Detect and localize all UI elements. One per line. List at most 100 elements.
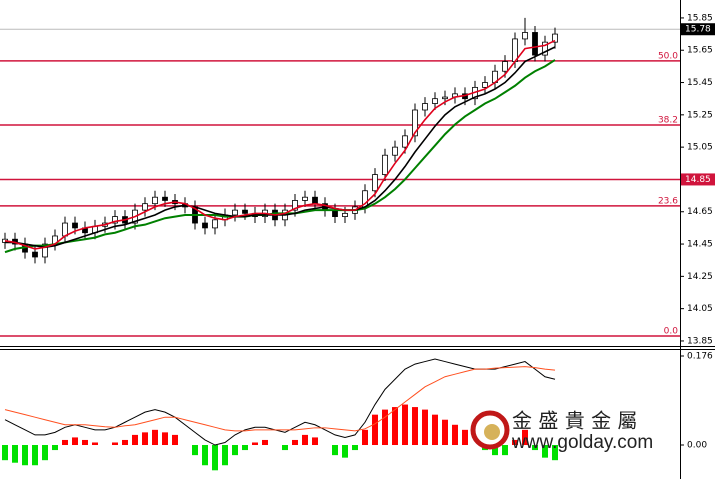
y-tick-label: 15.05 <box>687 143 713 153</box>
moving-average <box>4 39 556 250</box>
candle-body <box>152 196 158 205</box>
histogram-bar <box>262 439 268 446</box>
candle-body <box>482 82 488 88</box>
histogram-bar <box>232 445 238 456</box>
histogram-bar <box>542 445 548 458</box>
price-box-label: 14.85 <box>685 175 711 185</box>
histogram-bar <box>352 445 358 451</box>
candle-body <box>242 209 248 214</box>
histogram-bar <box>442 419 448 446</box>
histogram-bar <box>412 407 418 446</box>
candle-body <box>342 212 348 217</box>
macd-line <box>4 366 556 432</box>
histogram-bar <box>202 445 208 466</box>
candle-body <box>112 216 118 224</box>
candle-body <box>382 154 388 175</box>
candle-body <box>392 146 398 156</box>
candle-body <box>552 33 558 43</box>
candle-body <box>72 222 78 229</box>
candle-body <box>302 196 308 201</box>
candle-body <box>442 96 448 100</box>
candle-body <box>212 219 218 229</box>
histogram-bar <box>532 445 538 451</box>
candle-body <box>502 61 508 72</box>
histogram-bar <box>172 434 178 446</box>
histogram-bar <box>462 429 468 446</box>
histogram-bar <box>282 445 288 451</box>
candle-body <box>432 98 438 104</box>
histogram-bar <box>122 439 128 446</box>
histogram-bar <box>142 432 148 446</box>
watermark: 金 盛 貴 金 屬 www.golday.com <box>470 409 653 453</box>
histogram-bar <box>132 434 138 446</box>
candle-body <box>232 209 238 216</box>
histogram-bar <box>402 404 408 446</box>
histogram-bar <box>552 445 558 461</box>
candle-body <box>542 41 548 56</box>
candle-body <box>62 222 68 237</box>
candle-body <box>142 203 148 211</box>
url: www.golday.com <box>511 432 653 453</box>
histogram-bar <box>222 445 228 466</box>
histogram-bar <box>452 424 458 446</box>
histogram-bar <box>152 429 158 446</box>
histogram-bar <box>302 434 308 446</box>
histogram-bar <box>502 445 508 456</box>
y2-tick-label: 0.00 <box>687 441 707 451</box>
histogram-bar <box>362 429 368 446</box>
histogram-bar <box>422 409 428 446</box>
histogram-bar <box>192 445 198 456</box>
candle-body <box>292 200 298 211</box>
y-tick-label: 14.65 <box>687 207 713 217</box>
y-tick-label: 15.25 <box>687 110 713 120</box>
histogram-bar <box>522 429 528 446</box>
histogram-bar <box>332 445 338 456</box>
candle-body <box>162 196 168 201</box>
histogram-bar <box>242 445 248 451</box>
macd-line <box>4 358 556 446</box>
last-price-box <box>681 23 715 36</box>
candle-body <box>402 135 408 148</box>
histogram-bar <box>342 445 348 458</box>
y-tick-label: 13.85 <box>687 336 713 346</box>
histogram-bar <box>112 442 118 446</box>
histogram-bar <box>292 439 298 446</box>
histogram-bar <box>432 414 438 446</box>
histogram-bar <box>312 437 318 446</box>
brand: 金 盛 貴 金 屬 <box>512 409 637 433</box>
candle-body <box>202 222 208 229</box>
histogram-bar <box>252 442 258 446</box>
histogram-bar <box>82 439 88 446</box>
histogram-bar <box>372 414 378 446</box>
histogram-bar <box>32 445 38 466</box>
candle-body <box>372 174 378 192</box>
histogram-bar <box>392 407 398 446</box>
price-box <box>681 173 715 186</box>
histogram-bar <box>22 445 28 466</box>
y-tick-label: 14.25 <box>687 272 713 282</box>
candle-body <box>422 103 428 111</box>
histogram-bar <box>52 445 58 451</box>
histogram-bar <box>212 445 218 471</box>
last-price-label: 15.78 <box>685 25 711 35</box>
candle-body <box>32 251 38 258</box>
candle-body <box>42 243 48 258</box>
histogram-bar <box>12 445 18 463</box>
y2-tick-label: 0.176 <box>687 351 713 361</box>
y-tick-label: 14.45 <box>687 240 713 250</box>
histogram-bar <box>512 439 518 446</box>
y-tick-label: 15.85 <box>687 13 713 23</box>
histogram-bar <box>42 445 48 461</box>
logo <box>470 410 510 450</box>
candle-body <box>532 32 538 56</box>
histogram-bar <box>2 445 8 461</box>
level-label: 0.0 <box>664 326 679 336</box>
histogram-bar <box>492 445 498 456</box>
histogram-bar <box>62 439 68 446</box>
histogram-bar <box>162 432 168 446</box>
candle-body <box>312 196 318 205</box>
logo <box>484 424 500 440</box>
histogram-bar <box>382 409 388 446</box>
